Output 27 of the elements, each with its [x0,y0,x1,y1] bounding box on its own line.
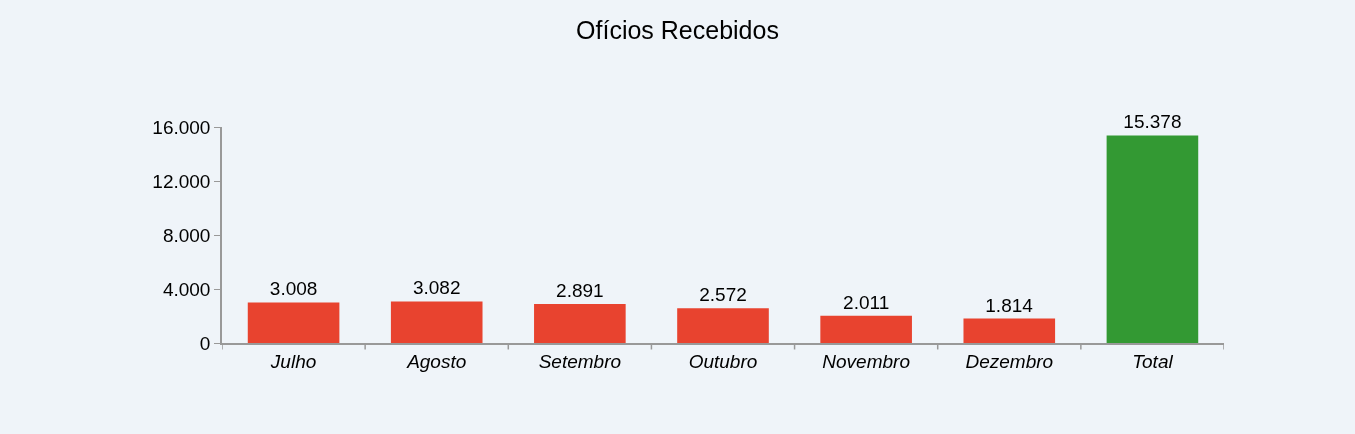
y-tick-label: 16.000 [152,116,211,138]
data-label: 15.378 [1123,111,1182,133]
bar [677,308,769,343]
data-label: 2.011 [843,291,890,313]
data-label: 1.814 [985,294,1034,316]
x-tick-label: Outubro [688,350,758,372]
y-tick-label: 8.000 [162,224,211,246]
bar [247,302,340,343]
data-label: 3.082 [412,277,461,299]
bar [390,301,483,343]
bar [820,315,912,343]
y-tick-label: 12.000 [152,170,211,192]
data-label: 3.008 [269,278,318,300]
bar [534,303,626,343]
chart-title: Ofícios Recebidos [576,16,779,45]
x-tick-label: Setembro [538,350,622,372]
y-tick-label: 0 [199,332,211,354]
y-tick-label: 4.000 [162,278,211,300]
x-tick-label: Dezembro [965,350,1054,372]
x-tick-label: Julho [269,350,317,372]
data-label: 2.572 [699,284,747,306]
x-tick-label: Agosto [406,350,467,372]
x-tick-label: Total [1132,350,1174,372]
data-label: 2.891 [556,279,604,301]
bar [963,318,1056,343]
x-tick-label: Novembro [822,350,910,372]
bar [1106,135,1199,343]
